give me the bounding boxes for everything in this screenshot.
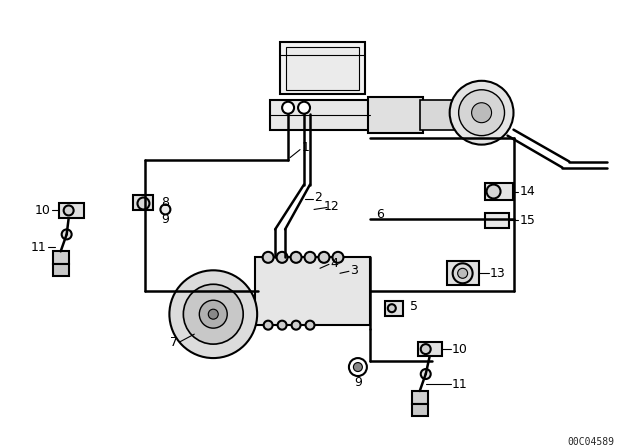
Circle shape — [278, 321, 287, 330]
Text: 3: 3 — [350, 264, 358, 277]
Circle shape — [332, 252, 344, 263]
Circle shape — [459, 90, 504, 136]
Circle shape — [420, 369, 431, 379]
Bar — [385, 301, 403, 316]
Text: 12: 12 — [324, 200, 340, 213]
Text: 8: 8 — [161, 196, 170, 209]
Text: 10: 10 — [35, 204, 51, 217]
Circle shape — [292, 321, 301, 330]
Bar — [255, 257, 370, 325]
Circle shape — [161, 204, 170, 215]
Bar — [447, 261, 479, 285]
Bar — [286, 47, 359, 90]
Circle shape — [199, 300, 227, 328]
Circle shape — [305, 252, 316, 263]
Circle shape — [305, 321, 314, 330]
Text: 1: 1 — [302, 141, 310, 154]
Circle shape — [388, 304, 396, 312]
Text: 7: 7 — [170, 336, 179, 349]
Text: 10: 10 — [452, 343, 468, 356]
Circle shape — [208, 309, 218, 319]
Text: 15: 15 — [520, 214, 536, 227]
Circle shape — [170, 270, 257, 358]
Circle shape — [138, 198, 149, 210]
Bar — [484, 182, 513, 201]
Bar — [52, 251, 68, 264]
Text: 13: 13 — [490, 267, 506, 280]
Bar — [270, 100, 370, 129]
Circle shape — [353, 362, 362, 371]
Circle shape — [298, 102, 310, 114]
Bar — [412, 404, 428, 416]
Circle shape — [486, 185, 500, 198]
Circle shape — [450, 81, 513, 145]
Bar — [418, 342, 442, 356]
Text: 2: 2 — [314, 191, 322, 204]
Circle shape — [349, 358, 367, 376]
Circle shape — [291, 252, 301, 263]
Text: 5: 5 — [410, 300, 418, 313]
Text: 11: 11 — [452, 378, 467, 391]
Circle shape — [452, 263, 472, 283]
Bar — [412, 391, 428, 404]
Bar — [420, 100, 454, 129]
Circle shape — [183, 284, 243, 344]
Circle shape — [319, 252, 330, 263]
Text: 14: 14 — [520, 185, 535, 198]
Circle shape — [61, 229, 72, 239]
Text: 11: 11 — [31, 241, 47, 254]
Bar — [484, 213, 509, 228]
Circle shape — [276, 252, 287, 263]
Circle shape — [472, 103, 492, 123]
Circle shape — [262, 252, 274, 263]
Text: 4: 4 — [330, 257, 338, 270]
Text: 00C04589: 00C04589 — [568, 437, 615, 447]
Bar — [52, 264, 68, 276]
Bar — [59, 203, 84, 219]
Bar — [134, 195, 154, 211]
Circle shape — [458, 268, 468, 278]
Bar — [280, 42, 365, 94]
Text: 9: 9 — [354, 375, 362, 388]
Circle shape — [264, 321, 273, 330]
Circle shape — [420, 344, 431, 354]
Circle shape — [282, 102, 294, 114]
Text: 6: 6 — [376, 208, 384, 221]
Text: 9: 9 — [161, 213, 170, 226]
Circle shape — [63, 206, 74, 215]
Bar — [368, 97, 423, 133]
